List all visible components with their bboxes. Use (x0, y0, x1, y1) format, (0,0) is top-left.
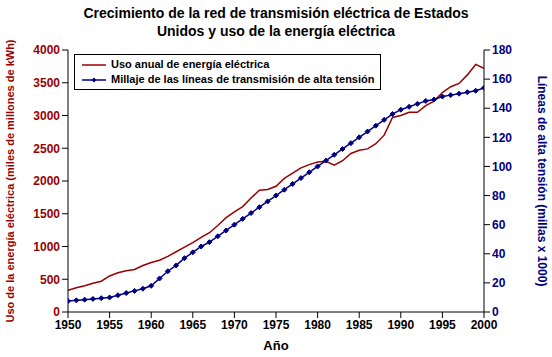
svg-text:1500: 1500 (33, 207, 60, 221)
svg-text:0: 0 (492, 305, 499, 319)
svg-text:140: 140 (492, 101, 512, 115)
svg-text:0: 0 (53, 305, 60, 319)
svg-text:2000: 2000 (33, 174, 60, 188)
svg-text:20: 20 (492, 276, 506, 290)
svg-text:Líneas de alta tensión (millas: Líneas de alta tensión (millas x 1000) (535, 76, 544, 287)
html-text:Uso anual de energía eléctrica: Uso anual de energía eléctrica (111, 58, 270, 70)
svg-text:1995: 1995 (429, 318, 456, 332)
svg-text:4000: 4000 (33, 43, 60, 57)
svg-text:3000: 3000 (33, 109, 60, 123)
svg-text:100: 100 (492, 160, 512, 174)
svg-text:1985: 1985 (346, 318, 373, 332)
svg-text:2000: 2000 (471, 318, 498, 332)
html-text:Millaje de las líneas de trans: Millaje de las líneas de transmisión de … (111, 73, 375, 85)
svg-text:1960: 1960 (138, 318, 165, 332)
html-text:Crecimiento de la red de trans: Crecimiento de la red de transmisión elé… (83, 5, 469, 39)
svg-text:Año: Año (263, 338, 288, 353)
svg-text:3500: 3500 (33, 76, 60, 90)
svg-text:1980: 1980 (304, 318, 331, 332)
svg-text:1000: 1000 (33, 240, 60, 254)
svg-text:80: 80 (492, 189, 506, 203)
svg-text:1975: 1975 (263, 318, 290, 332)
svg-text:1990: 1990 (387, 318, 414, 332)
svg-text:1955: 1955 (96, 318, 123, 332)
svg-text:1950: 1950 (55, 318, 82, 332)
svg-text:1965: 1965 (179, 318, 206, 332)
svg-text:180: 180 (492, 43, 512, 57)
svg-text:500: 500 (40, 273, 60, 287)
svg-text:2500: 2500 (33, 142, 60, 156)
svg-text:120: 120 (492, 131, 512, 145)
svg-text:160: 160 (492, 72, 512, 86)
svg-text:60: 60 (492, 218, 506, 232)
svg-text:Uso de la energía eléctrica (m: Uso de la energía eléctrica (miles de mi… (8, 39, 16, 322)
svg-text:40: 40 (492, 247, 506, 261)
svg-text:1970: 1970 (221, 318, 248, 332)
